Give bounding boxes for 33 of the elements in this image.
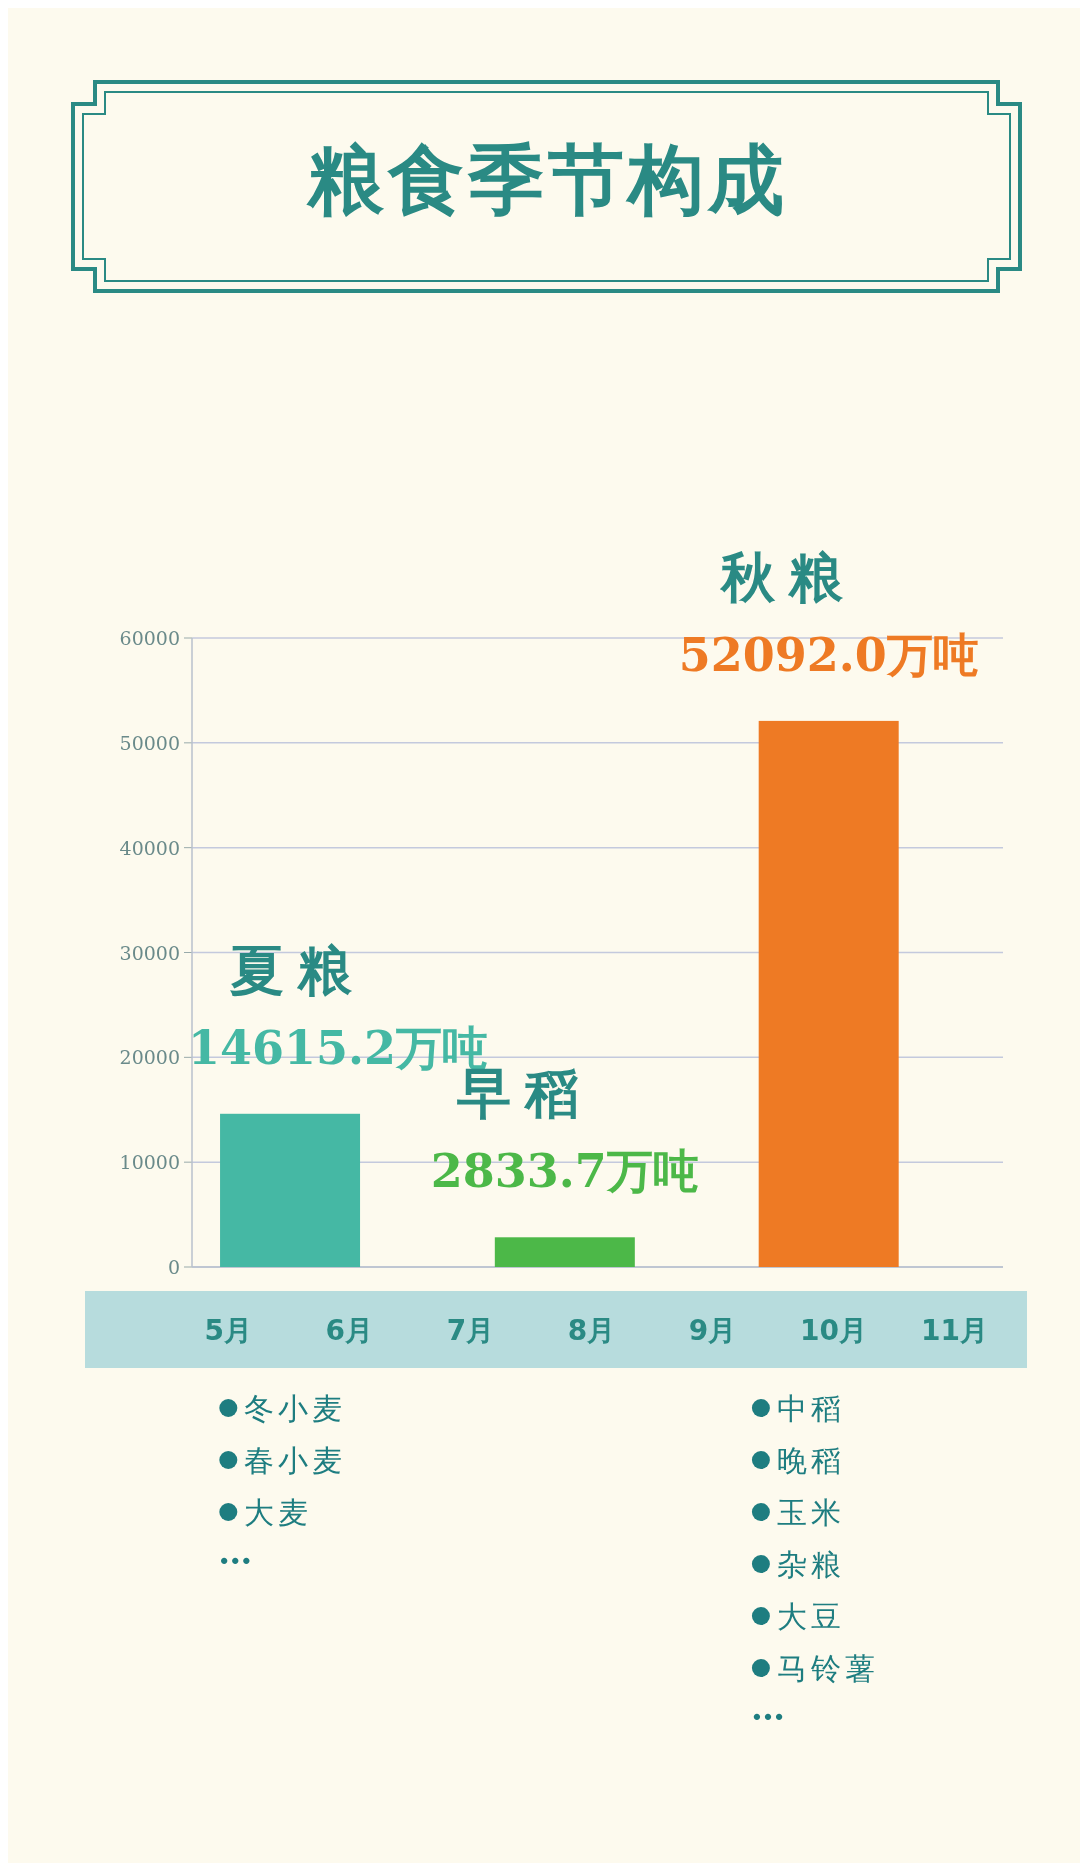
text: 春小麦 [244, 1443, 347, 1478]
text: 夏粮 [230, 937, 366, 1002]
y-tick-label: 20000 [119, 1046, 180, 1069]
text: 玉米 [776, 1495, 845, 1530]
bar [494, 1237, 635, 1267]
y-tick-label: 60000 [119, 627, 180, 649]
text: … [218, 1532, 257, 1572]
y-tick-label: 30000 [119, 941, 180, 964]
data-label: 2833.7万吨 [430, 1144, 699, 1199]
x-tick-label: 11月 [921, 1314, 989, 1347]
x-tick-label: 6月 [325, 1314, 374, 1347]
x-tick-label: 10月 [800, 1314, 868, 1347]
chart-title: 粮食季节构成 [306, 135, 788, 224]
x-tick-label: 7月 [446, 1314, 495, 1347]
x-tick-label: 9月 [688, 1314, 737, 1347]
text: 杂粮 [776, 1547, 845, 1582]
text: 大麦 [244, 1495, 313, 1530]
text: 大豆 [776, 1599, 845, 1634]
text: … [750, 1688, 789, 1728]
text: 晚稻 [776, 1443, 845, 1478]
text: 中稻 [776, 1391, 845, 1426]
x-tick-label: 8月 [567, 1314, 616, 1347]
data-label: 52092.0万吨 [678, 627, 979, 682]
bar [758, 720, 899, 1267]
y-tick-label: 10000 [119, 1151, 180, 1174]
bar [220, 1113, 361, 1267]
text: 马铃薯 [776, 1651, 879, 1686]
text: 冬小麦 [244, 1391, 347, 1426]
y-tick-label: 40000 [119, 836, 180, 859]
y-tick-label: 50000 [119, 731, 180, 754]
y-tick-label: 0 [167, 1256, 180, 1278]
x-tick-label: 5月 [204, 1314, 253, 1347]
text: 秋粮 [718, 544, 857, 609]
